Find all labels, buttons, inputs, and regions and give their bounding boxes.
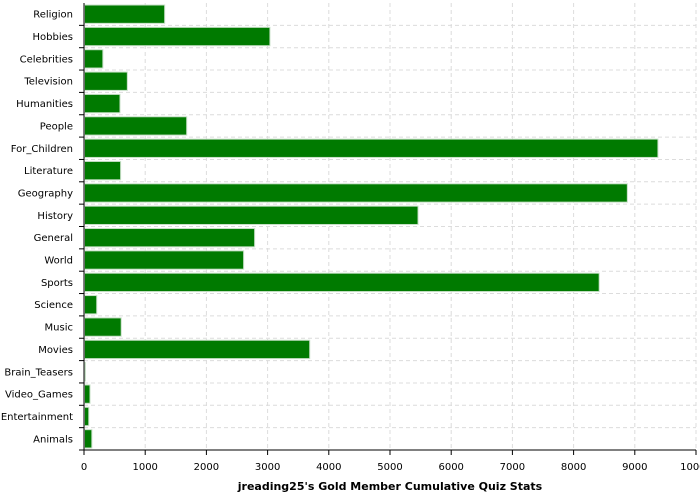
x-tick-label: 5000 (377, 462, 402, 473)
y-category-label: Movies (38, 345, 73, 356)
bar-literature (84, 160, 122, 181)
x-tick-label: 2000 (194, 462, 219, 473)
bar-movies (84, 339, 311, 360)
bar-history (84, 205, 419, 225)
bar-animals (84, 429, 93, 449)
x-tick-label: 6000 (438, 462, 463, 473)
x-tick-label: 9000 (622, 462, 647, 473)
y-category-label: Television (23, 77, 73, 88)
x-axis-title: jreading25's Gold Member Cumulative Quiz… (237, 480, 543, 493)
y-category-label: World (44, 256, 73, 267)
bar-humanities (84, 93, 121, 114)
y-category-label: Geography (18, 188, 73, 199)
y-category-label: History (37, 211, 73, 222)
y-category-label: Literature (24, 166, 73, 177)
bar-celebrities (84, 49, 104, 69)
y-category-label: Brain_Teasers (4, 367, 73, 378)
bar-religion (84, 4, 166, 24)
y-category-label: Religion (33, 10, 73, 21)
y-category-label: For_Children (11, 144, 73, 155)
y-category-label: Science (34, 300, 73, 311)
bar-geography (84, 183, 628, 203)
grid-lines (84, 3, 697, 451)
x-tick-label: 4000 (316, 462, 341, 473)
x-tick-label: 8000 (561, 462, 586, 473)
labels: 0 1000 2000 3000 4000 5000 6000 7000 8000 9000 100… (1, 10, 700, 473)
y-category-label: Humanities (16, 99, 73, 110)
bar-brain-teasers (84, 362, 86, 382)
bar-general (84, 228, 256, 248)
bar-hobbies (84, 26, 271, 47)
y-category-label: People (40, 121, 73, 132)
y-category-label: Music (45, 323, 73, 334)
bar-science (84, 295, 98, 315)
bar-television (84, 71, 128, 91)
y-category-label: Hobbies (33, 32, 73, 43)
bar-for-children (84, 138, 659, 158)
y-category-label: Video_Games (5, 390, 73, 401)
x-tick-label: 10000 (680, 462, 700, 473)
y-category-label: Animals (33, 434, 73, 445)
y-category-label: Entertainment (1, 412, 73, 423)
bar-people (84, 116, 188, 136)
x-tick-label: 0 (81, 462, 87, 473)
y-category-label: Sports (41, 278, 73, 289)
bar-entertainment (84, 406, 90, 427)
bars (84, 4, 659, 449)
bar-video-games (84, 384, 91, 404)
bar-music (84, 317, 122, 337)
x-tick-label: 1000 (132, 462, 157, 473)
y-category-label: Celebrities (20, 54, 73, 65)
bar-world (84, 250, 245, 270)
y-category-label: General (34, 233, 73, 244)
x-tick-label: 3000 (255, 462, 280, 473)
bar-sports (84, 272, 600, 293)
x-tick-label: 7000 (500, 462, 525, 473)
